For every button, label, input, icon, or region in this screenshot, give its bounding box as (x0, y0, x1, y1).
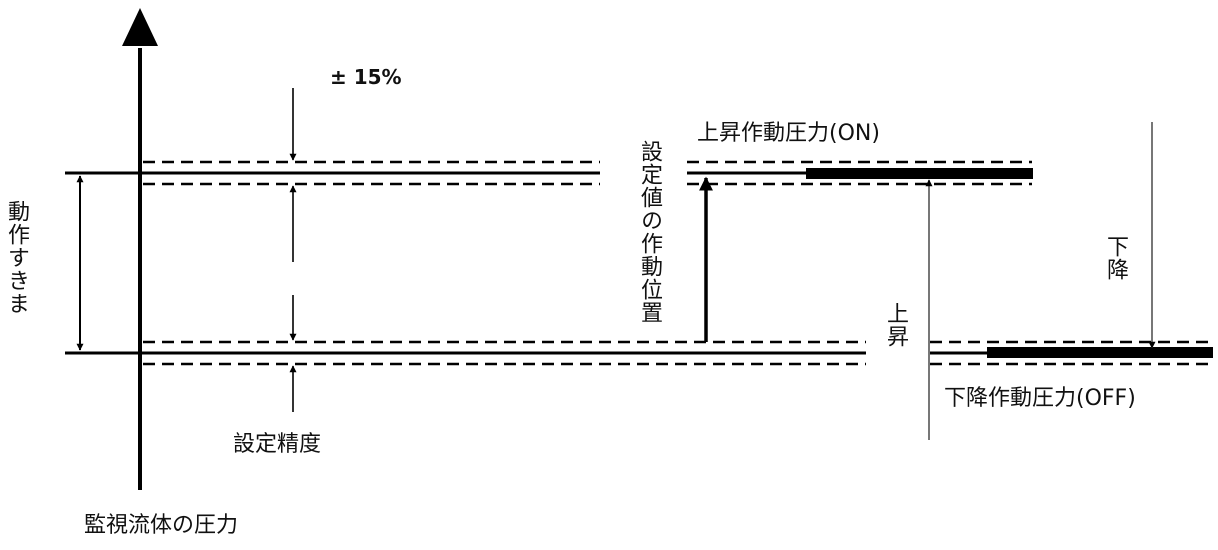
off-pressure-label: 下降作動圧力(OFF) (944, 386, 1136, 411)
differential-label: 動作すきま (4, 200, 29, 315)
falling-label: 下降 (1103, 235, 1128, 281)
tolerance-label: ± 15% (330, 65, 402, 89)
setpoint-position-label: 設定値の作動位置 (637, 140, 662, 324)
rising-label: 上昇 (883, 302, 908, 348)
on-pressure-label: 上昇作動圧力(ON) (697, 121, 880, 146)
off-level-lines (65, 340, 1213, 366)
on-operating-bar (806, 168, 1033, 179)
fluid-pressure-label: 監視流体の圧力 (84, 513, 239, 538)
off-operating-bar (987, 347, 1213, 358)
pressure-axis-arrowhead (122, 8, 158, 46)
on-level-lines (65, 160, 1033, 186)
setting-accuracy-label: 設定精度 (233, 432, 322, 457)
